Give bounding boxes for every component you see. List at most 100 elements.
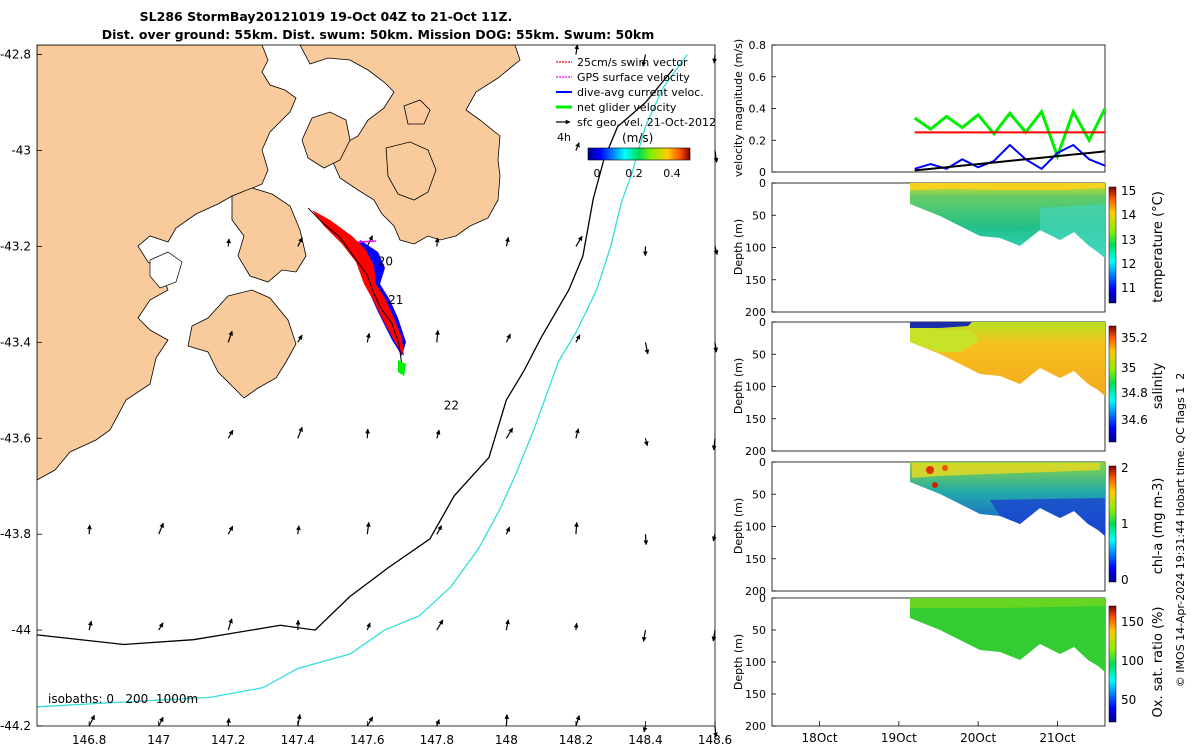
current-vector-arrow [297, 426, 303, 439]
map-y-tick-label: -43.4 [0, 335, 31, 349]
chlorophyll-surface-high [912, 463, 1100, 478]
map-x-tick-label: 148.4 [628, 733, 662, 747]
day-label-22: 22 [444, 398, 459, 412]
map-y-tick-label: -44 [11, 623, 31, 637]
chlorophyll-colorbar [1108, 465, 1117, 583]
current-vector-arrow [366, 622, 371, 631]
map-colorbar-tick-1: 0.2 [625, 167, 643, 180]
temperature-cbar-tick-3: 12 [1121, 257, 1136, 271]
current-vector-arrow [574, 521, 579, 535]
current-vector-arrow [365, 428, 370, 439]
map-x-tick-label: 148 [495, 733, 518, 747]
temperature-ylabel: Depth (m) [732, 219, 745, 275]
map-y-tick-label: -42.8 [0, 48, 31, 62]
map-x-tick-label: 146.8 [72, 733, 106, 747]
current-vector-arrow [297, 334, 303, 343]
legend-label-swim: 25cm/s swim vector [577, 56, 688, 69]
figure-title-line2: Dist. over ground: 55km. Dist. swum: 50k… [102, 27, 655, 42]
land-inner-bay [149, 251, 183, 289]
velocity-magnitude-panel: 0 0.2 0.4 0.6 0.8 velocity magnitude (m/s) [732, 39, 1107, 179]
legend-label-net: net glider velocity [577, 101, 677, 114]
current-vector-arrow [158, 622, 164, 631]
velocity-ylabel: velocity magnitude (m/s) [732, 39, 745, 177]
salinity-cbar-label: salinity [1151, 362, 1166, 409]
chlorophyll-deep-low [990, 498, 1105, 536]
depth-tick-label: 150 [745, 553, 766, 566]
current-vector-arrow [297, 237, 303, 247]
depth-tick-label: 50 [752, 488, 766, 501]
current-vector-arrow [436, 619, 444, 631]
current-vector-arrow [643, 438, 649, 447]
current-vector-arrow [644, 342, 650, 355]
isobath-label: isobaths: 0 200 1000m [48, 692, 198, 706]
temperature-cbar-tick-0: 15 [1121, 184, 1136, 198]
chlorophyll-hotspot [932, 482, 938, 488]
map-colorbar [587, 147, 691, 161]
depth-tick-label: 150 [745, 688, 766, 701]
current-vector-arrow [88, 714, 96, 727]
chlorophyll-cbar-tick-2: 0 [1121, 573, 1129, 587]
velocity-y-tick-label: 0.2 [749, 134, 767, 147]
velocity-y-tick-label: 0.4 [749, 103, 767, 116]
chlorophyll-section: Depth (m) 2 1 0 chl-a (mg m-3) [732, 461, 1166, 592]
current-vector-arrow [226, 238, 231, 247]
velocity-y-axis: 0 0.2 0.4 0.6 0.8 [749, 39, 776, 179]
depth-tick-label: 50 [752, 348, 766, 361]
current-vector-arrow [575, 334, 581, 343]
land-west [37, 45, 297, 481]
salinity-ylabel: Depth (m) [732, 358, 745, 414]
current-vector-arrow [575, 235, 583, 247]
legend-label-gps: GPS surface velocity [577, 71, 690, 84]
depth-tick-label: 150 [745, 274, 766, 287]
legend-scale-label: 4h [557, 131, 571, 144]
temperature-cbar-tick-2: 13 [1121, 233, 1136, 247]
map-colorbar-tick-0: 0 [594, 167, 601, 180]
map-y-tick-label: -43.6 [0, 431, 31, 445]
track-green-end [398, 360, 406, 376]
oxygen-field [910, 598, 1105, 672]
map-frame [36, 44, 716, 727]
chlorophyll-cbar-label: chl-a (mg m-3) [1151, 478, 1166, 575]
figure-title-line1: SL286 StormBay20121019 19-Oct 04Z to 21-… [140, 9, 513, 24]
time-tick-label: 19Oct [881, 731, 917, 745]
oxygen-section: Depth (m) 150 100 50 Ox. sat. ratio (%) [732, 597, 1166, 727]
oxygen-cbar-tick-1: 100 [1121, 654, 1144, 668]
current-vector-arrow [573, 622, 579, 631]
temperature-surface-warm [910, 183, 1105, 190]
land-small-island [403, 99, 431, 125]
section-time-axis: 18Oct 19Oct 20Oct 21Oct [802, 721, 1076, 745]
velocity-series-line [913, 107, 1107, 161]
isobath-1000m [36, 54, 688, 708]
current-vector-arrow [158, 522, 164, 535]
map-legend: 25cm/s swim vector GPS surface velocity … [556, 56, 716, 180]
map-x-tick-label: 147 [147, 733, 170, 747]
map-x-tick-label: 147.6 [350, 733, 384, 747]
oxygen-ylabel: Depth (m) [732, 634, 745, 690]
temperature-colorbar [1108, 186, 1117, 304]
land-masses [37, 45, 521, 481]
salinity-cbar-tick-1: 35 [1121, 361, 1136, 375]
glider-track-map: 20 21 22 25cm/s swim vector GPS surface … [0, 44, 732, 747]
day-label-21: 21 [388, 293, 403, 307]
land-tasman-peninsula [187, 289, 297, 399]
salinity-cbar-tick-3: 34.6 [1121, 413, 1148, 427]
map-x-axis: 146.8 147 147.2 147.4 147.6 147.8 148 148.2 148.… [72, 721, 732, 747]
current-vector-arrow [365, 521, 371, 535]
depth-tick-label: 100 [745, 381, 766, 394]
depth-tick-label: 0 [759, 177, 766, 190]
salinity-surface-low [910, 322, 972, 328]
land-central-peninsula [231, 187, 307, 283]
depth-tick-label: 200 [745, 445, 766, 458]
salinity-section: Depth (m) 35.2 35 34.8 34.6 salinity [732, 321, 1166, 452]
map-colorbar-label: (m/s) [622, 131, 653, 145]
chlorophyll-cbar-tick-0: 2 [1121, 461, 1129, 475]
temperature-cool-tongue [1040, 204, 1105, 258]
velocity-series-line [914, 150, 1106, 172]
current-vector-arrow [574, 44, 580, 55]
salinity-colorbar [1108, 325, 1117, 443]
current-vector-arrow [295, 619, 301, 631]
temperature-cbar-label: temperature (°C) [1151, 191, 1166, 303]
isobath-200m [36, 68, 674, 646]
map-x-tick-label: 147.8 [420, 733, 454, 747]
